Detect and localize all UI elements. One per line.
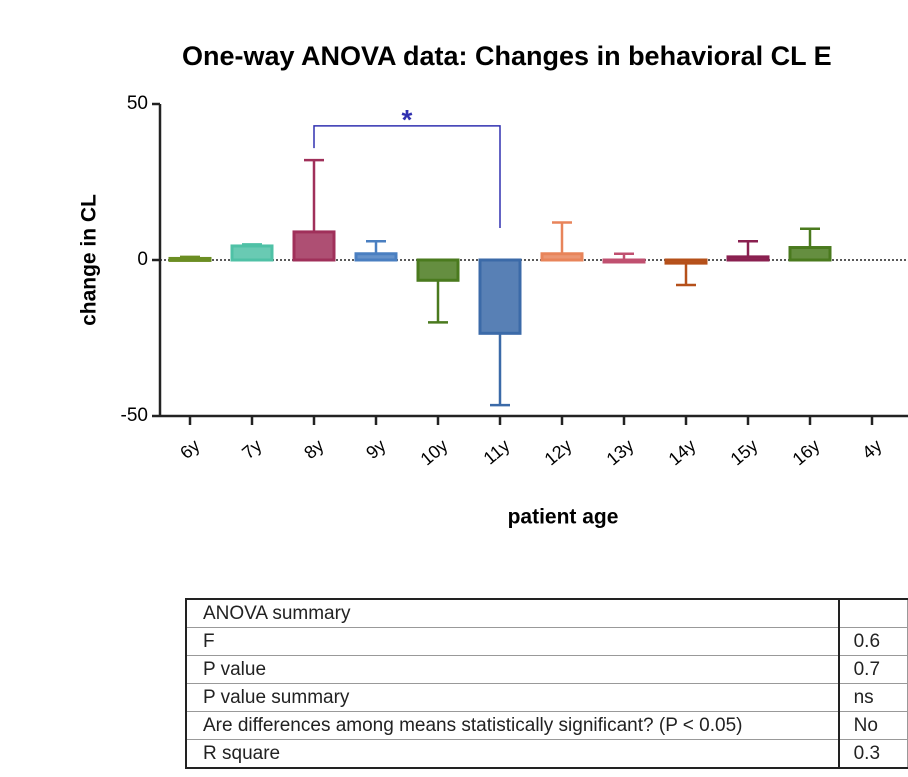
table-cell: 0.6 [838,627,908,656]
table-row: P value summary ns [185,683,908,712]
bar [726,255,770,262]
table-row: P value 0.7 [185,655,908,684]
y-tick-label: 50 [127,93,148,114]
chart-title: One-way ANOVA data: Changes in behaviora… [182,41,832,71]
bar [354,252,398,262]
significance-bracket [313,125,501,228]
x-tick-label: 7y [238,435,265,463]
table-cell: 0.3 [838,739,908,769]
bar [292,230,336,262]
table-cell [838,598,908,628]
bar [664,258,708,265]
table-row: Are differences among means statisticall… [185,711,908,740]
bar [416,258,460,282]
bar [602,258,646,264]
table-row: ANOVA summary [185,598,908,628]
table-row: F 0.6 [185,627,908,656]
table-cell: ANOVA summary [185,598,840,628]
x-tick-label: 12y [541,435,576,469]
x-tick-label: 6y [176,435,203,463]
x-tick-label: 15y [727,435,762,469]
x-tick-label: 14y [665,435,700,469]
x-tick-label: 8y [300,435,327,463]
bar [478,258,522,335]
table-row: R square 0.3 [185,739,908,769]
table-cell: P value summary [185,683,840,712]
x-tick-label: 4y [858,435,885,463]
table-cell: R square [185,739,840,769]
table-cell: F [185,627,840,656]
bar [788,246,832,262]
y-tick-label: -50 [121,405,148,426]
x-tick-label: 11y [480,435,514,468]
x-tick-label: 10y [417,435,452,469]
bar [540,252,584,262]
table-cell: Are differences among means statisticall… [185,711,840,740]
bar [168,256,212,262]
significance-star: * [402,104,413,135]
x-tick-label: 13y [603,435,638,469]
y-axis-label: change in CL [78,194,101,326]
table-cell: No [838,711,908,740]
table-cell: P value [185,655,840,684]
chart: One-way ANOVA data: Changes in behaviora… [78,41,908,529]
table-cell: ns [838,683,908,712]
x-tick-label: 16y [789,435,824,469]
anova-table: ANOVA summary F 0.6 P value 0.7 P value summa… [185,598,908,769]
y-tick-label: 0 [137,249,148,270]
x-tick-label: 9y [362,435,389,463]
x-axis-label: patient age [508,506,619,529]
table-cell: 0.7 [838,655,908,684]
bar [230,244,274,262]
